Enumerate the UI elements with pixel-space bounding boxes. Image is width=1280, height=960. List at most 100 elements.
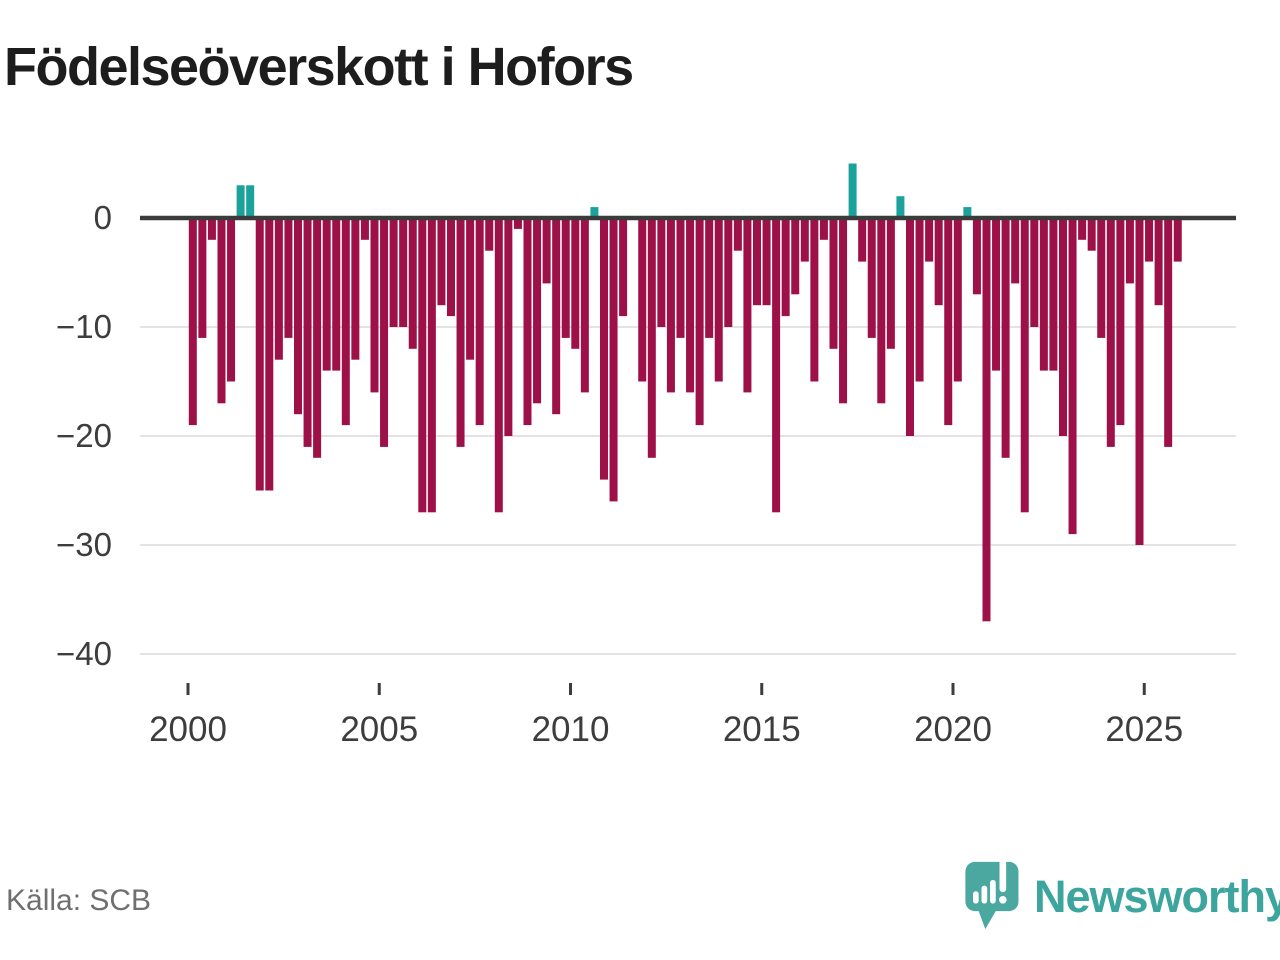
bar-2002Q4 [293, 218, 302, 415]
bar-2010Q1 [571, 218, 580, 349]
x-label-2015: 2015 [723, 710, 801, 749]
bar-2007Q1 [456, 218, 465, 447]
bar-2022Q2 [1039, 218, 1048, 371]
bar-2002Q2 [274, 218, 283, 360]
bar-2012Q4 [676, 218, 685, 338]
bar-2000Q2 [198, 218, 207, 338]
bar-2015Q2 [772, 218, 781, 513]
bar-2023Q3 [1087, 218, 1096, 251]
bar-2011Q2 [619, 218, 628, 317]
x-tick-2015 [760, 683, 764, 695]
x-label-2005: 2005 [340, 710, 418, 749]
bar-2014Q4 [752, 218, 761, 306]
bar-2017Q4 [867, 218, 876, 338]
bar-2010Q2 [580, 218, 589, 393]
x-tick-2005 [377, 683, 381, 695]
bar-2001Q2 [236, 185, 245, 218]
bar-2024Q1 [1106, 218, 1115, 447]
bar-2020Q3 [972, 218, 981, 295]
bar-2023Q4 [1097, 218, 1106, 338]
bar-2017Q2 [848, 163, 857, 218]
bar-2012Q2 [657, 218, 666, 327]
y-label--20: −20 [56, 417, 112, 454]
bar-2007Q3 [475, 218, 484, 426]
bar-2025Q2 [1154, 218, 1163, 306]
source-label: Källa: SCB [6, 884, 152, 917]
bar-2022Q4 [1058, 218, 1067, 436]
bar-2004Q4 [370, 218, 379, 393]
bar-2005Q1 [380, 218, 389, 447]
logo-bar-medium [981, 885, 988, 904]
bar-2025Q4 [1173, 218, 1182, 262]
bar-2021Q4 [1020, 218, 1029, 513]
x-label-2000: 2000 [149, 710, 227, 749]
bar-2016Q2 [810, 218, 819, 382]
bar-2007Q2 [466, 218, 475, 360]
bar-2001Q1 [227, 218, 236, 382]
bar-2006Q3 [437, 218, 446, 306]
bar-2003Q4 [332, 218, 341, 371]
brand-lockup: Newsworthy [960, 860, 1280, 932]
bar-2023Q1 [1068, 218, 1077, 535]
bar-2014Q1 [724, 218, 733, 327]
bar-2022Q3 [1049, 218, 1058, 371]
bar-2018Q4 [905, 218, 914, 436]
bar-2021Q3 [1011, 218, 1020, 284]
y-label-0: 0 [94, 199, 112, 236]
bar-2011Q4 [638, 218, 647, 382]
bar-2015Q1 [762, 218, 771, 306]
bar-2005Q2 [389, 218, 398, 327]
bar-2017Q3 [858, 218, 867, 262]
bar-2024Q3 [1125, 218, 1134, 284]
bar-2015Q4 [791, 218, 800, 295]
bar-2012Q1 [647, 218, 656, 458]
bar-2008Q2 [504, 218, 513, 436]
bar-2005Q3 [399, 218, 408, 327]
bar-2025Q3 [1164, 218, 1173, 447]
bar-2001Q3 [246, 185, 255, 218]
bar-2002Q3 [284, 218, 293, 338]
bar-chart-svg: 0 −10 −20 −30 −40 2000 2005 2010 2015 2020 2025 [56, 163, 1236, 749]
bar-2000Q1 [188, 218, 197, 426]
logo-bar-large [990, 879, 996, 904]
bar-2021Q1 [992, 218, 1001, 371]
bar-2025Q1 [1145, 218, 1154, 262]
x-label-2025: 2025 [1105, 710, 1183, 749]
bar-2021Q2 [1001, 218, 1010, 458]
logo-exclamation-dot [999, 896, 1007, 904]
bar-2014Q2 [733, 218, 742, 251]
bar-2019Q1 [915, 218, 924, 382]
bar-2023Q2 [1078, 218, 1087, 240]
bar-2001Q4 [255, 218, 264, 491]
bar-2019Q3 [934, 218, 943, 306]
bar-2010Q3 [590, 207, 599, 218]
x-tick-2020 [951, 683, 955, 695]
bar-2003Q1 [303, 218, 312, 447]
bar-2020Q4 [982, 218, 991, 622]
newsworthy-logo-icon [965, 860, 1019, 930]
birth-surplus-chart: 0 −10 −20 −30 −40 2000 2005 2010 2015 2020 2025 [56, 163, 1236, 749]
bar-2008Q4 [523, 218, 532, 426]
bar-2017Q1 [839, 218, 848, 404]
bar-2018Q2 [886, 218, 895, 349]
bar-2020Q1 [953, 218, 962, 382]
bar-2000Q3 [207, 218, 216, 240]
x-tick-2010 [569, 683, 572, 695]
x-tick-2000 [186, 683, 190, 695]
bar-2011Q1 [609, 218, 618, 502]
bar-2015Q3 [781, 218, 790, 317]
brand-name: Newsworthy [1034, 870, 1280, 922]
bar-2016Q1 [800, 218, 809, 262]
logo-bar-small [973, 891, 979, 904]
y-axis-labels: 0 −10 −20 −30 −40 [56, 199, 112, 672]
bar-2022Q1 [1030, 218, 1039, 327]
y-label--40: −40 [56, 635, 112, 672]
bar-2020Q2 [963, 207, 972, 218]
bar-2008Q3 [513, 218, 522, 229]
bar-2004Q1 [341, 218, 350, 426]
bar-2018Q1 [877, 218, 886, 404]
bar-2008Q1 [494, 218, 503, 513]
x-axis-labels: 2000 2005 2010 2015 2020 2025 [149, 710, 1183, 749]
x-label-2010: 2010 [532, 710, 610, 749]
